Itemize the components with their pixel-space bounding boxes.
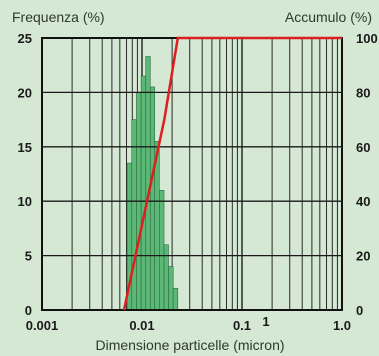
x-axis-title: Dimensione particelle (micron): [95, 337, 284, 353]
left-tick-label: 20: [18, 85, 32, 100]
right-tick-label: 40: [356, 194, 370, 209]
right-axis-title: Accumulo (%): [285, 9, 372, 25]
right-tick-label: 0: [356, 303, 363, 318]
frequency-bar: [172, 287, 179, 311]
x-tick-label: 1.0: [333, 318, 351, 333]
right-tick-label: 20: [356, 249, 370, 264]
grid-lines: [71, 38, 338, 310]
right-tick-label: 100: [356, 31, 378, 46]
frequency-bar: [140, 75, 147, 311]
left-tick-label: 0: [25, 303, 32, 318]
frequency-bar: [168, 266, 174, 311]
left-tick-label: 10: [18, 194, 32, 209]
left-tick-label: 25: [18, 31, 32, 46]
left-axis-title: Frequenza (%): [12, 9, 105, 25]
cumulative-line: [122, 36, 342, 311]
left-tick-label: 5: [25, 249, 32, 264]
frequency-bar: [159, 190, 165, 311]
right-tick-label: 60: [356, 140, 370, 155]
frequency-bar: [163, 244, 169, 311]
x-tick-label: 0.01: [129, 318, 154, 333]
frequency-bar: [149, 86, 156, 311]
frequency-bars: [126, 56, 179, 311]
plot-frame: [41, 37, 343, 311]
left-tick-label: 15: [18, 140, 32, 155]
tick-labels: 0 5 10 15 20 25 0 20 40 60 80 100 0.001 0.01 0.1 1.0 1: [18, 31, 378, 333]
frequency-bar: [131, 119, 137, 311]
x-tick-label: 1: [262, 314, 269, 329]
horizontal-grid-lines: [42, 91, 342, 257]
x-tick-label: 0.1: [233, 318, 251, 333]
x-tick-label: 0.001: [26, 318, 59, 333]
right-tick-label: 80: [356, 85, 370, 100]
